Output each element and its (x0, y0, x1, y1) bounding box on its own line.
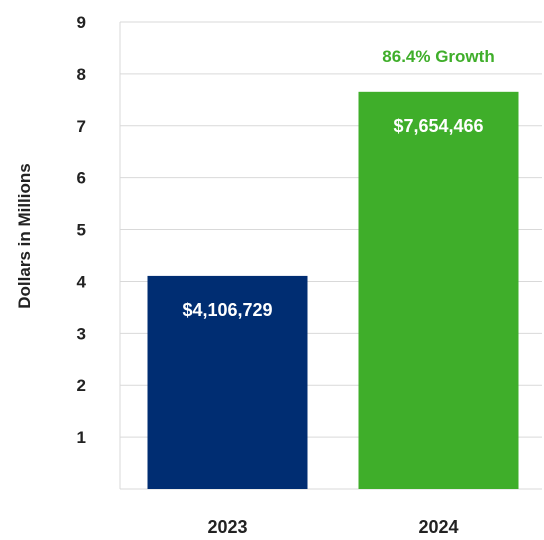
y-tick-label: 9 (77, 13, 86, 32)
y-tick-label: 1 (77, 428, 86, 447)
x-tick-label: 2024 (418, 517, 458, 537)
bars (147, 91, 519, 489)
y-tick-label: 5 (77, 221, 86, 240)
y-tick-label: 6 (77, 169, 86, 188)
y-tick-label: 3 (77, 324, 86, 343)
y-axis-label: Dollars in Millions (15, 163, 34, 308)
bar-value-label: $4,106,729 (182, 300, 272, 320)
y-tick-label: 7 (77, 117, 86, 136)
bar-2023 (147, 275, 308, 489)
y-tick-label: 2 (77, 376, 86, 395)
data-labels: $4,106,729 $7,654,466 (182, 116, 483, 320)
x-tick-labels: 2023 2024 (207, 517, 458, 537)
bar-value-label: $7,654,466 (393, 116, 483, 136)
y-tick-label: 8 (77, 65, 86, 84)
growth-annotation: 86.4% Growth (382, 47, 494, 66)
y-tick-label: 4 (77, 272, 87, 291)
bar-2024 (358, 91, 519, 489)
x-tick-label: 2023 (207, 517, 247, 537)
y-tick-labels: 1 2 3 4 5 6 7 8 9 (77, 13, 87, 447)
